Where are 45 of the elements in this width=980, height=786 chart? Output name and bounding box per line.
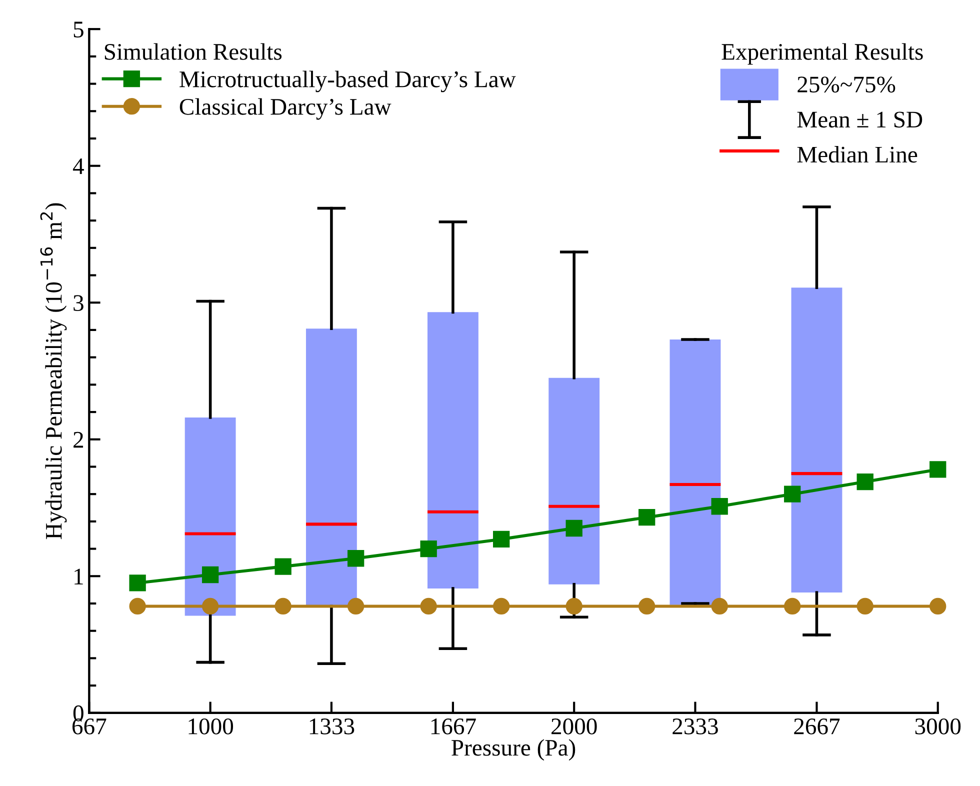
- point: [347, 598, 364, 615]
- x-tick-label: 1667: [431, 718, 476, 734]
- point: [930, 598, 946, 615]
- x-tick-label: 1000: [188, 718, 234, 734]
- x-tick-label: 1333: [310, 718, 354, 734]
- point: [930, 461, 946, 478]
- annotation: Mean ± 1 SD: [797, 112, 922, 128]
- point: [638, 598, 656, 615]
- point: [711, 498, 728, 515]
- point: [202, 566, 219, 584]
- legend-label: Classical Darcy’s Law: [180, 98, 392, 120]
- point: [856, 473, 874, 490]
- point: [420, 540, 437, 558]
- point: [638, 508, 656, 526]
- point: [129, 598, 146, 615]
- point: [784, 486, 801, 502]
- y-tick-label: 5: [74, 22, 84, 38]
- point: [493, 530, 510, 548]
- point: [129, 574, 146, 592]
- point: [566, 520, 582, 537]
- y-tick-label: 3: [74, 295, 84, 312]
- x-tick-label: 3000: [915, 718, 961, 734]
- y-tick-label: 4: [72, 158, 84, 174]
- point: [274, 558, 292, 575]
- y-tick-label: 1: [74, 568, 83, 584]
- point: [856, 598, 874, 615]
- point: [493, 598, 510, 615]
- y-axis-title: Hydraulic Permeability (10$^{−16}$ m$^{2}$): [40, 203, 67, 540]
- text: Experimental Results: [722, 43, 923, 65]
- x-tick-label: 2667: [794, 718, 840, 734]
- x-axis-title: Pressure (Pa): [452, 739, 576, 761]
- point: [420, 598, 437, 615]
- y-tick-label: 2: [74, 432, 84, 448]
- point: [274, 598, 292, 615]
- point: [784, 598, 801, 615]
- annotation: Median Line: [797, 146, 918, 163]
- point: [566, 598, 582, 615]
- point: [347, 550, 364, 567]
- point: [711, 598, 728, 615]
- text: Simulation Results: [104, 43, 282, 60]
- point: [202, 598, 219, 615]
- legend-label: Microtructually-based Darcy’s Law: [180, 70, 516, 92]
- x-tick-label: 2000: [552, 718, 597, 734]
- legend-label: 25%~75%: [798, 76, 896, 93]
- x-tick-label: 2333: [672, 718, 718, 734]
